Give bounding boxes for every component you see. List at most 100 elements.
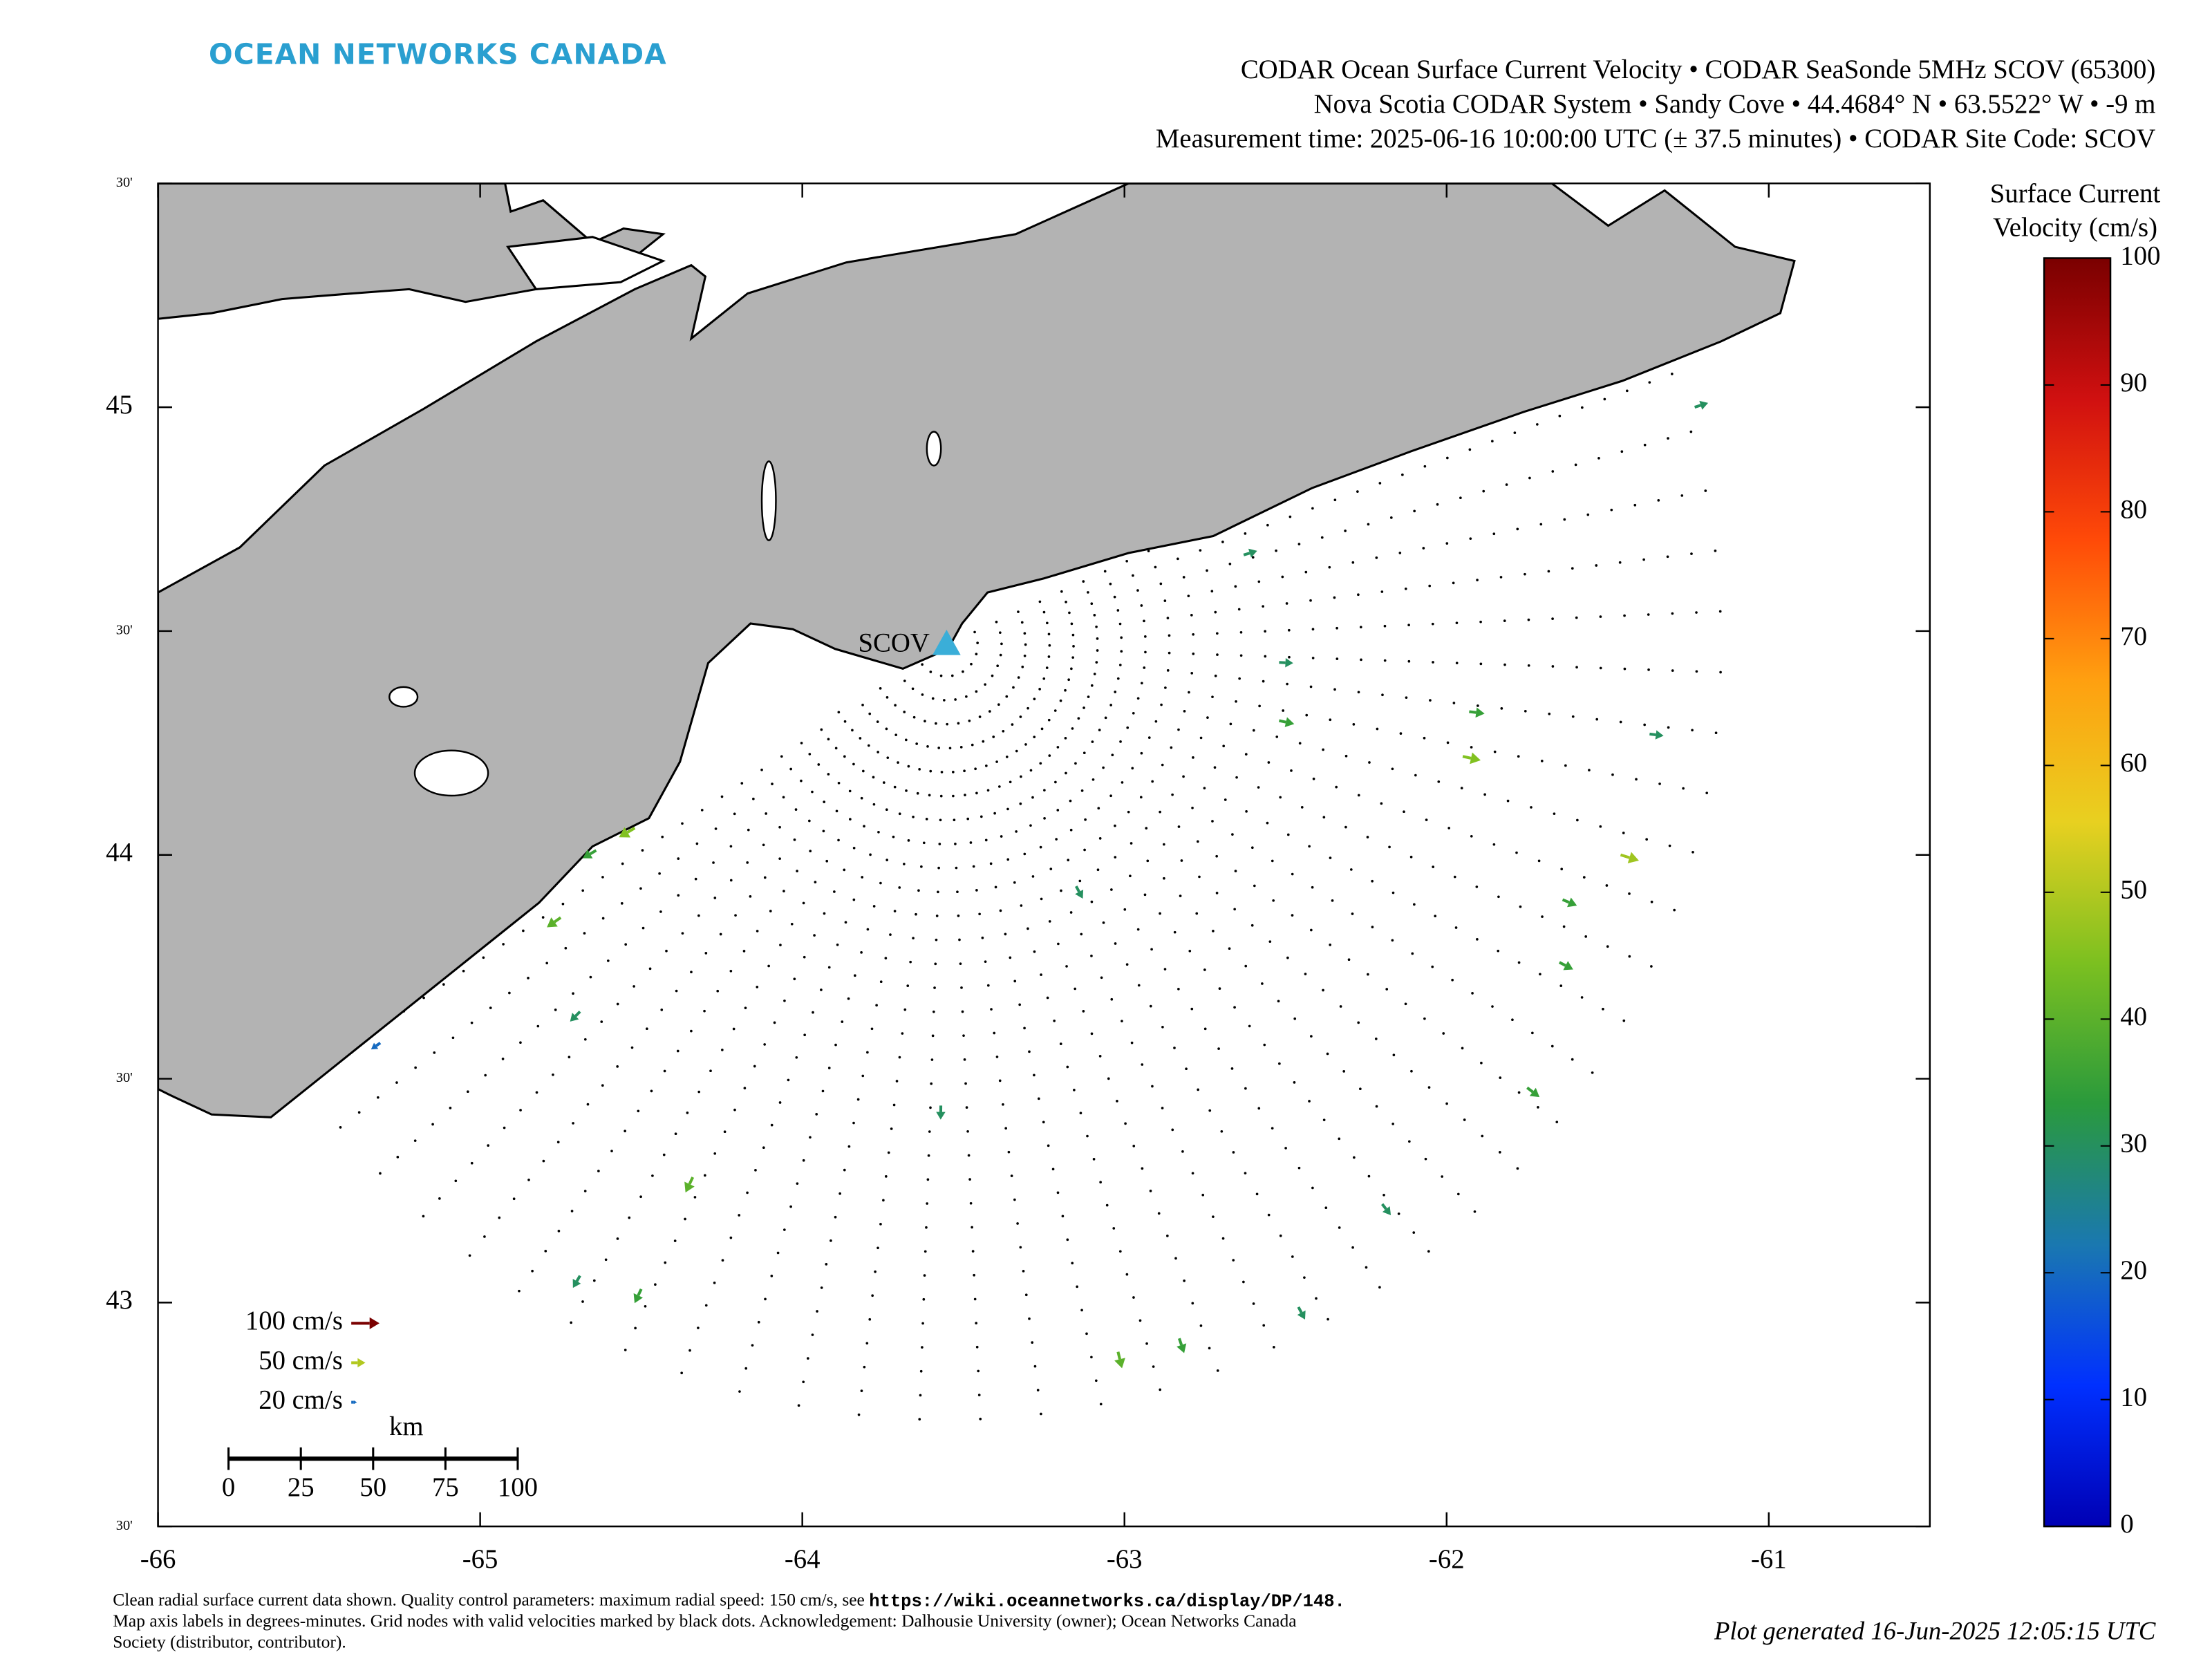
grid-node [1245,809,1248,813]
grid-node [992,735,995,738]
grid-node [925,1226,928,1229]
grid-node [1023,1027,1026,1030]
grid-node [1028,1050,1031,1053]
grid-node [958,938,961,941]
colorbar-title: Surface Current [1990,179,2161,209]
grid-node [921,693,924,696]
grid-node [1218,987,1221,990]
grid-node [339,1126,342,1129]
vectors [371,400,1709,1369]
grid-node [1351,1246,1354,1249]
grid-node [1093,673,1096,675]
grid-node [998,1079,1002,1082]
grid-node [912,815,915,818]
grid-node [1085,1332,1088,1335]
grid-node [1143,666,1146,669]
grid-node [1297,543,1301,545]
grid-node [570,1321,573,1324]
grid-node [1704,489,1707,492]
grid-node [1481,1134,1484,1138]
y-tick-label: 30' [116,1070,133,1085]
grid-node [898,1056,901,1059]
grid-node [884,1175,888,1178]
grid-node [519,1041,522,1044]
grid-node [1130,1041,1134,1044]
grid-node [1324,1206,1328,1210]
grid-node [904,738,908,742]
grid-node [825,859,829,863]
grid-node [484,1074,487,1077]
grid-node [769,910,772,912]
grid-node [1004,1127,1008,1130]
grid-node [756,930,759,932]
grid-node [1192,653,1195,655]
grid-node [931,697,935,700]
grid-node [1080,932,1083,936]
grid-node [1144,635,1147,638]
grid-node [965,695,968,698]
grid-node [1657,499,1660,502]
grid-node [1091,740,1094,743]
grid-node [1690,552,1693,555]
grid-node [641,926,645,930]
grid-node [889,933,892,936]
grid-node [1173,930,1177,934]
grid-node [1329,718,1332,722]
grid-node [1191,1172,1194,1175]
grid-node [795,1056,798,1059]
grid-node [1162,843,1165,846]
grid-node [924,1250,927,1253]
grid-node [938,843,941,845]
grid-node [1266,821,1269,825]
grid-node [1020,775,1022,778]
grid-node [1298,742,1302,745]
arrow-shaft [1562,898,1570,904]
grid-node [561,902,565,906]
grid-node [921,663,924,666]
grid-node [1357,794,1360,797]
grid-node [1232,1259,1235,1262]
grid-node [686,1112,689,1114]
grid-node [1217,1047,1220,1050]
grid-node [1124,1122,1127,1125]
grid-node [1427,1086,1431,1089]
grid-node [771,782,774,785]
grid-node [1210,590,1214,593]
grid-node [1065,601,1067,603]
grid-node [1132,1145,1136,1147]
grid-node [742,950,746,953]
grid-node [1378,1286,1381,1289]
grid-node [827,1067,831,1069]
grid-node [1441,1175,1443,1178]
grid-node [651,1174,654,1177]
grid-node [1023,632,1027,635]
grid-node [1019,802,1022,805]
grid-node [1603,397,1606,401]
grid-node [1233,1006,1236,1009]
grid-node [861,1074,865,1078]
grid-node [1357,1021,1360,1024]
grid-node [1304,570,1308,574]
grid-node [1095,661,1098,664]
grid-node [1423,1017,1426,1020]
grid-node [1090,1032,1094,1035]
grid-node [1053,1019,1056,1022]
grid-node [1013,881,1016,884]
grid-node [820,1286,823,1289]
grid-node [531,1269,534,1273]
grid-node [1452,702,1456,704]
grid-node [1391,939,1394,942]
grid-node [999,909,1002,912]
grid-node [1120,636,1123,639]
grid-node [1645,838,1648,841]
grid-node [1335,657,1339,660]
grid-node [1482,489,1485,493]
grid-node [1446,456,1449,460]
grid-node [1401,473,1404,476]
grid-node [746,1191,749,1194]
grid-node [1623,614,1626,617]
grid-node [1500,707,1503,710]
grid-node [1023,654,1027,657]
grid-node [746,861,749,864]
grid-node [1338,1226,1341,1229]
